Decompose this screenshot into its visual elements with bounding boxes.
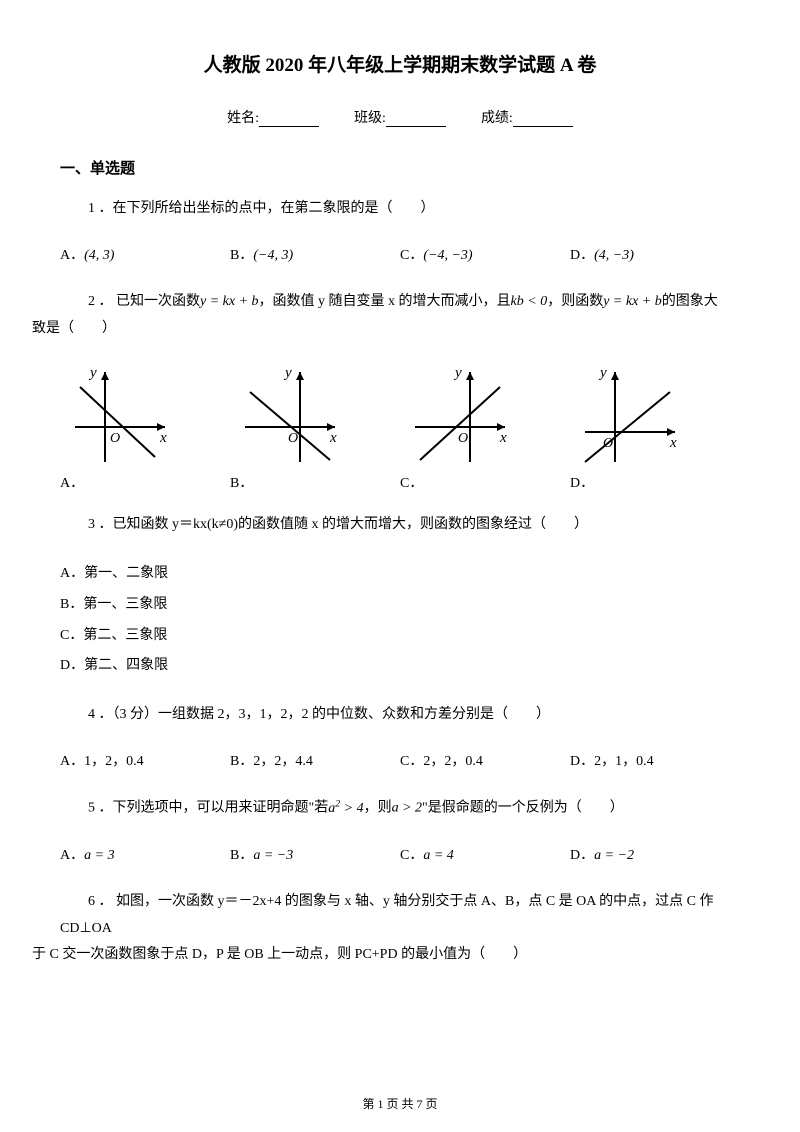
q4-opt-d: D．2，1，0.4: [570, 749, 740, 776]
name-label: 姓名:: [227, 111, 259, 126]
q3-opt-d: D．第二、四象限: [60, 651, 740, 682]
svg-text:y: y: [453, 365, 462, 381]
student-info-line: 姓名: 班级: 成绩:: [60, 107, 740, 127]
q5-eq1b: > 4: [340, 801, 363, 816]
q3-options: A．第一、二象限 B．第一、三象限 C．第二、三象限 D．第二、四象限: [60, 559, 740, 682]
score-blank: [513, 113, 573, 127]
question-6: 6 ． 如图，一次函数 y＝－2x+4 的图象与 x 轴、y 轴分别交于点 A、…: [60, 889, 740, 969]
q6-p2: 于 C 交一次函数图象于点 D，P 是 OB 上一动点，则 PC+PD 的最小值…: [60, 942, 527, 969]
q5-opt-d-label: D．: [570, 848, 594, 863]
q2-graphs: y x O A． y x O B． y x O C．: [60, 362, 740, 492]
q5-opt-b-val: a = −3: [253, 848, 293, 863]
q3-opt-b: B．第一、三象限: [60, 590, 740, 621]
graph-c: y x O: [400, 362, 520, 472]
svg-text:O: O: [110, 431, 120, 446]
q1-opt-a-val: (4, 3): [84, 248, 114, 263]
q4-options: A．1，2，0.4 B．2，2，4.4 C．2，2，0.4 D．2，1，0.4: [60, 749, 740, 776]
q6-p1: 6 ． 如图，一次函数 y＝－2x+4 的图象与 x 轴、y 轴分别交于点 A、…: [60, 894, 713, 936]
page-footer: 第 1 页 共 7 页: [0, 1095, 800, 1112]
q1-opt-d-val: (4, −3): [594, 248, 634, 263]
q1-opt-d-label: D．: [570, 248, 594, 263]
q5-p2: ，则: [364, 801, 392, 816]
q2-p5: 致是: [32, 321, 60, 336]
q2-opt-b: B．: [230, 476, 253, 491]
question-2: 2 ． 已知一次函数y = kx + b，函数值 y 随自变量 x 的增大而减小…: [60, 289, 740, 342]
q5-opt-a-val: a = 3: [84, 848, 114, 863]
q2-opt-d: D．: [570, 476, 594, 491]
name-blank: [259, 113, 319, 127]
q2-p1: 2 ． 已知一次函数: [88, 294, 200, 309]
question-5: 5 ．下列选项中，可以用来证明命题"若a2 > 4，则a > 2"是假命题的一个…: [60, 795, 740, 822]
q5-eq2: a > 2: [392, 801, 422, 816]
q4-opt-a: A．1，2，0.4: [60, 749, 230, 776]
q1-opt-c-val: (−4, −3): [423, 248, 472, 263]
question-3: 3 ．已知函数 y＝kx(k≠0)的函数值随 x 的增大而增大，则函数的图象经过…: [60, 512, 740, 539]
q2-eq3: y = kx + b: [603, 294, 662, 309]
q2-eq1: y = kx + b: [200, 294, 259, 309]
q2-p3: ，则函数: [547, 294, 603, 309]
q5-p1: 5 ．下列选项中，可以用来证明命题"若: [88, 801, 328, 816]
q2-opt-a: A．: [60, 476, 84, 491]
q5-p3: "是假命题的一个反例为（ ）: [422, 801, 624, 816]
svg-text:y: y: [598, 365, 607, 381]
q5-opt-a-label: A．: [60, 848, 84, 863]
q5-opt-c-label: C．: [400, 848, 423, 863]
question-1: 1 ．在下列所给出坐标的点中，在第二象限的是（ ）: [60, 196, 740, 223]
q5-opt-c-val: a = 4: [423, 848, 453, 863]
q2-p2: ，函数值 y 随自变量 x 的增大而减小，且: [259, 294, 511, 309]
q2-p4: 的图象大: [662, 294, 718, 309]
page-title: 人教版 2020 年八年级上学期期末数学试题 A 卷: [60, 50, 740, 77]
q1-opt-b-val: (−4, 3): [253, 248, 293, 263]
q1-opt-c-label: C．: [400, 248, 423, 263]
svg-text:x: x: [329, 430, 337, 446]
q3-opt-c: C．第二、三象限: [60, 621, 740, 652]
q1-opt-b-label: B．: [230, 248, 253, 263]
svg-text:y: y: [88, 365, 97, 381]
q5-opt-b-label: B．: [230, 848, 253, 863]
svg-text:x: x: [499, 430, 507, 446]
svg-text:y: y: [283, 365, 292, 381]
svg-text:O: O: [603, 436, 613, 451]
score-label: 成绩:: [481, 111, 513, 126]
svg-text:x: x: [159, 430, 167, 446]
q3-opt-a: A．第一、二象限: [60, 559, 740, 590]
q2-opt-c: C．: [400, 476, 423, 491]
svg-text:O: O: [288, 431, 298, 446]
graph-b: y x O: [230, 362, 350, 472]
class-blank: [386, 113, 446, 127]
q4-opt-b: B．2，2，4.4: [230, 749, 400, 776]
q5-options: A．a = 3 B．a = −3 C．a = 4 D．a = −2: [60, 843, 740, 870]
graph-a: y x O: [60, 362, 180, 472]
q2-eq2: kb < 0: [511, 294, 548, 309]
graph-d: y x O: [570, 362, 690, 472]
q2-paren: （ ）: [60, 321, 116, 336]
section-1-title: 一、单选题: [60, 157, 740, 178]
q1-options: A．(4, 3) B．(−4, 3) C．(−4, −3) D．(4, −3): [60, 243, 740, 270]
svg-text:x: x: [669, 435, 677, 451]
q5-opt-d-val: a = −2: [594, 848, 634, 863]
class-label: 班级:: [354, 111, 386, 126]
svg-text:O: O: [458, 431, 468, 446]
question-4: 4 ．（3 分）一组数据 2，3，1，2，2 的中位数、众数和方差分别是（ ）: [60, 702, 740, 729]
q4-opt-c: C．2，2，0.4: [400, 749, 570, 776]
q1-opt-a-label: A．: [60, 248, 84, 263]
